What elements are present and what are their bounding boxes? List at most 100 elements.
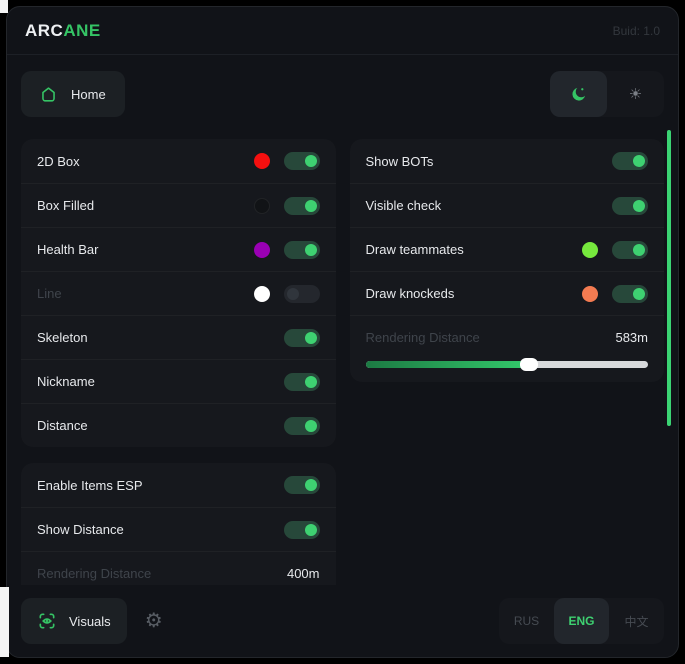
setting-label: Show BOTs (365, 153, 434, 169)
language-switcher: RUS ENG 中文 (499, 598, 664, 644)
items-esp-panel: Enable Items ESP Show Distance Rendering D… (21, 463, 336, 585)
theme-switcher: ☀ (550, 71, 664, 117)
setting-label: Show Distance (37, 522, 124, 537)
setting-label: Draw knockeds (365, 286, 455, 301)
setting-label: 2D Box (37, 153, 80, 169)
color-swatch[interactable] (253, 153, 270, 169)
sun-icon: ☀ (628, 85, 643, 103)
setting-row: Health Bar (21, 227, 336, 271)
color-swatch[interactable] (253, 241, 270, 258)
tab-visuals[interactable]: Visuals (21, 598, 127, 644)
gear-icon: ⚙ (144, 610, 163, 632)
toggle-knob (304, 243, 317, 256)
setting-row: Draw teammates (349, 227, 664, 271)
settings-content: 2D Box Box Filled Health Bar Line Skeleton Ni… (7, 129, 678, 585)
setting-row: Line (21, 271, 336, 315)
toggle-switch[interactable] (283, 372, 320, 391)
toggle-switch[interactable] (612, 196, 648, 215)
toggle-knob (304, 419, 317, 432)
title-bar: ARCANE Buid: 1.0 (7, 7, 678, 55)
app-window: ARCANE Buid: 1.0 Home (6, 6, 679, 658)
tab-home-label: Home (71, 86, 106, 102)
toggle-switch[interactable] (283, 328, 320, 347)
toggle-switch[interactable] (283, 240, 320, 259)
setting-label: Skeleton (37, 330, 88, 345)
setting-label: Rendering Distance (365, 330, 480, 345)
slider-knob[interactable] (520, 358, 539, 371)
toggle-knob (633, 199, 645, 212)
home-icon (39, 85, 58, 104)
setting-value: 400m (286, 566, 320, 581)
slider-fill (365, 361, 530, 368)
logo-text-accent: ANE (63, 20, 101, 40)
setting-label: Box Filled (37, 198, 95, 213)
toggle-switch[interactable] (612, 240, 648, 259)
color-swatch[interactable] (582, 241, 598, 258)
setting-row: Skeleton (21, 315, 336, 359)
language-zh-button[interactable]: 中文 (624, 614, 649, 629)
app-logo: ARCANE (25, 21, 101, 41)
light-mode-button[interactable]: ☀ (607, 71, 664, 117)
toggle-knob (304, 479, 317, 491)
toggle-switch[interactable] (283, 284, 320, 303)
setting-row: Rendering Distance 400m (21, 551, 336, 585)
toggle-knob (633, 287, 645, 300)
toggle-knob (304, 523, 317, 536)
toggle-switch[interactable] (283, 476, 320, 494)
dark-mode-button[interactable] (550, 71, 607, 117)
footer-left-group: Visuals ⚙ (21, 598, 177, 644)
build-version-label: Buid: 1.0 (612, 23, 660, 38)
color-swatch[interactable] (582, 285, 598, 302)
setting-row: Draw knockeds (349, 271, 664, 315)
visuals-eye-icon (37, 611, 57, 631)
tab-visuals-label: Visuals (69, 613, 111, 629)
language-rus-button[interactable]: RUS (513, 614, 540, 628)
toggle-knob (304, 375, 317, 388)
toggle-switch[interactable] (283, 416, 320, 435)
tab-home[interactable]: Home (21, 71, 125, 117)
toggle-switch[interactable] (283, 152, 320, 170)
setting-label: Rendering Distance (37, 566, 152, 581)
toggle-switch[interactable] (612, 284, 648, 303)
setting-row: 2D Box (21, 139, 336, 183)
toggle-switch[interactable] (283, 196, 320, 215)
settings-button[interactable]: ⚙ (131, 598, 177, 644)
setting-label: Visible check (365, 198, 442, 213)
setting-row: Enable Items ESP (21, 463, 336, 507)
moon-icon (570, 85, 588, 103)
setting-label: Nickname (37, 374, 95, 389)
setting-label: Distance (37, 418, 88, 433)
setting-row: Show BOTs (350, 139, 665, 183)
toggle-knob (633, 155, 645, 167)
setting-value: 583m (615, 330, 648, 345)
bottom-bar: Visuals ⚙ RUS ENG 中文 (7, 585, 678, 657)
setting-row: Nickname (21, 359, 336, 403)
right-column: Show BOTs Visible check Draw teammates Draw… (349, 139, 665, 585)
esp-settings-panel: 2D Box Box Filled Health Bar Line Skeleton Ni… (21, 139, 336, 447)
distance-slider[interactable] (350, 358, 665, 382)
toggle-knob (304, 199, 317, 212)
players-settings-panel: Show BOTs Visible check Draw teammates Draw… (349, 139, 665, 382)
setting-row: Box Filled (21, 183, 336, 227)
setting-row: Visible check (349, 183, 664, 227)
setting-row: Show Distance (21, 507, 336, 551)
slider-track (365, 358, 648, 371)
toggle-knob (633, 243, 645, 256)
setting-row: Rendering Distance 583m (349, 315, 664, 359)
color-swatch[interactable] (253, 285, 270, 302)
toggle-knob (304, 331, 317, 344)
setting-label: Health Bar (37, 242, 99, 257)
setting-row: Distance (21, 403, 336, 447)
language-eng-button[interactable]: ENG (554, 598, 609, 644)
left-edge-white-strip-bottom (0, 587, 9, 657)
scrollbar-thumb[interactable] (667, 130, 671, 426)
toggle-switch[interactable] (612, 152, 648, 170)
toggle-switch[interactable] (283, 520, 320, 539)
tab-bar: Home ☀ (7, 55, 678, 129)
setting-label: Line (37, 286, 62, 301)
left-edge-white-strip-top (0, 0, 8, 13)
color-swatch[interactable] (253, 197, 270, 214)
toggle-knob (286, 287, 299, 300)
logo-text-primary: ARC (25, 20, 64, 40)
